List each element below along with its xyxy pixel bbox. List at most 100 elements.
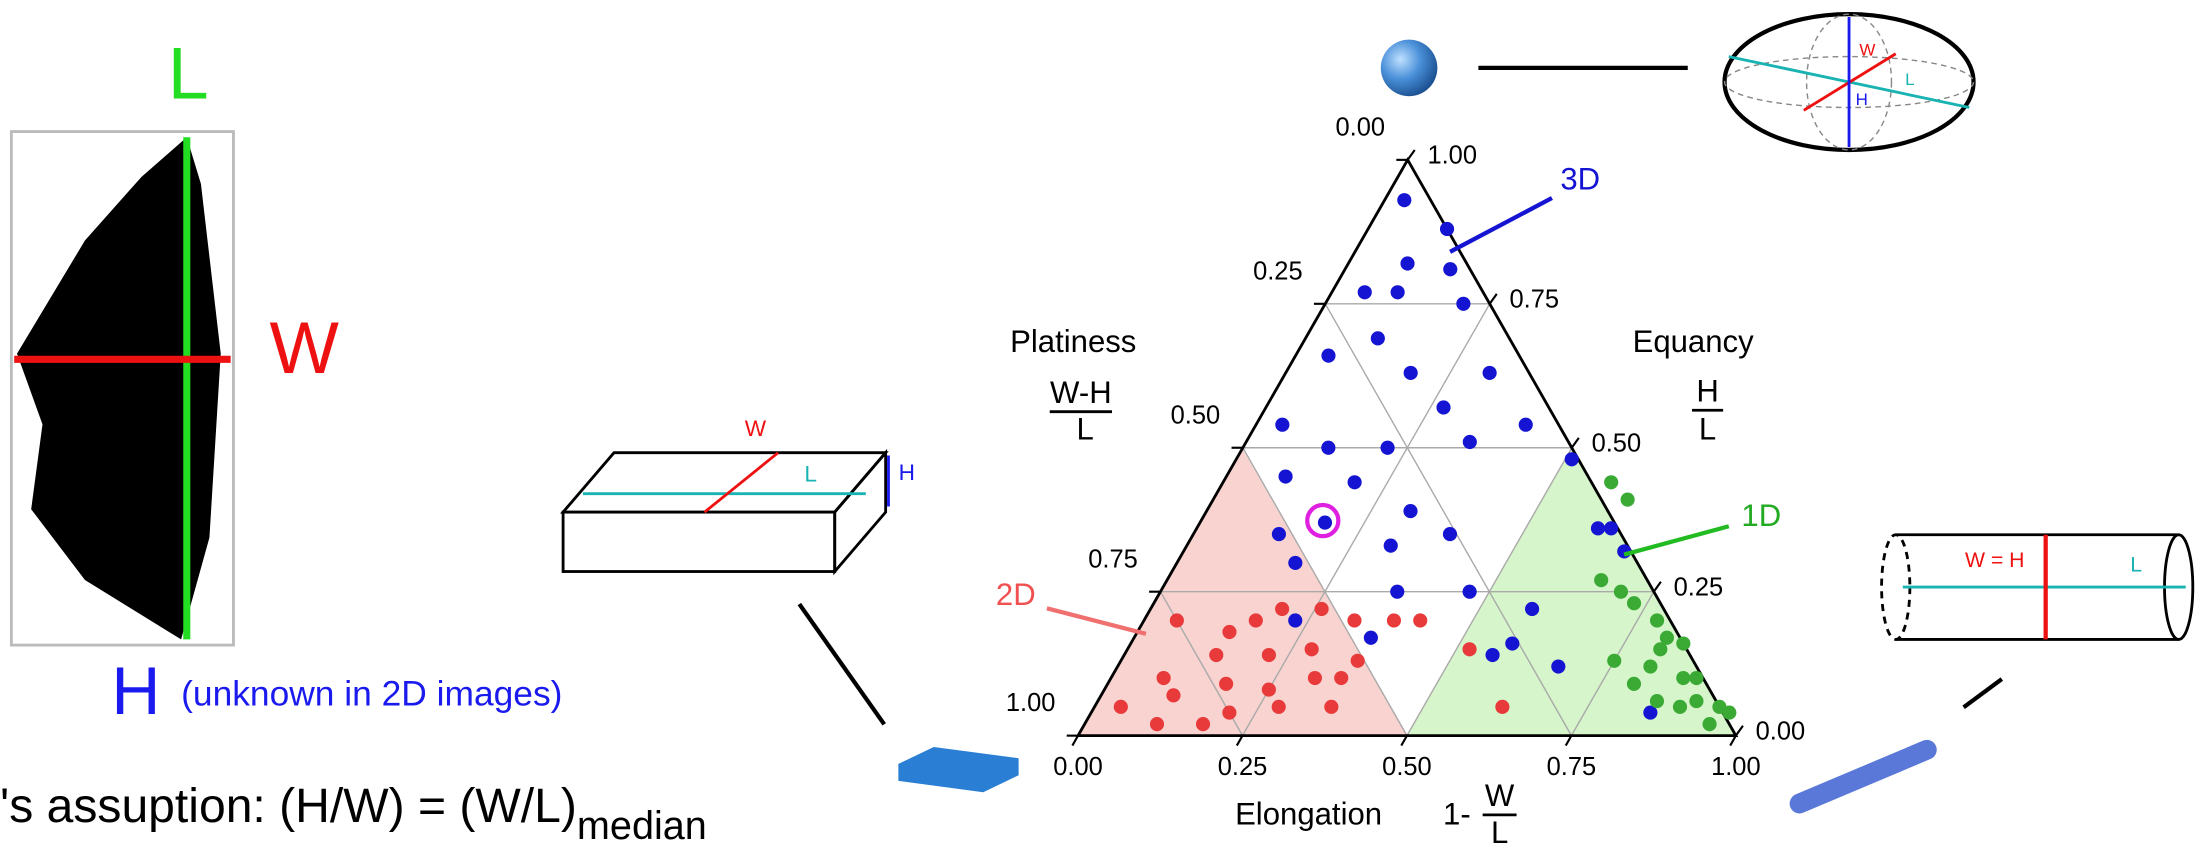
left-tick-label: 0.75 — [1088, 545, 1138, 573]
data-point — [1334, 671, 1348, 685]
tick-mark — [1401, 736, 1407, 746]
data-point — [1463, 435, 1477, 449]
data-point — [1390, 585, 1404, 599]
figure: L W H (unknown in 2D images) 's assuptio… — [0, 0, 2207, 844]
data-point — [1650, 694, 1664, 708]
left-axis-title: Platiness — [1010, 324, 1136, 359]
right-tick-label: 0.50 — [1592, 430, 1642, 458]
data-point — [1249, 613, 1263, 627]
data-point — [1519, 418, 1533, 432]
data-point — [1219, 677, 1233, 691]
tick-mark — [1566, 736, 1572, 746]
data-point — [1222, 625, 1236, 639]
width-label: W — [269, 306, 339, 389]
data-point — [1371, 331, 1385, 345]
data-point — [1676, 636, 1690, 650]
right-axis-numerator: H — [1696, 374, 1718, 409]
data-point — [1689, 694, 1703, 708]
tick-mark — [1730, 736, 1736, 746]
data-point — [1404, 366, 1418, 380]
height-label: H — [111, 654, 160, 729]
left-tick-label: 0.00 — [1335, 113, 1385, 141]
connector — [799, 604, 884, 724]
data-point — [1288, 556, 1302, 570]
plate-icon — [898, 747, 1018, 792]
data-point — [1443, 262, 1457, 276]
data-point — [1348, 475, 1362, 489]
data-point — [1505, 636, 1519, 650]
box-top — [563, 453, 886, 512]
data-point — [1436, 400, 1450, 414]
data-point — [1400, 256, 1414, 270]
data-point — [1403, 504, 1417, 518]
left-tick-label: 1.00 — [1006, 689, 1056, 717]
data-point — [1380, 441, 1394, 455]
series-label: 1D — [1741, 498, 1781, 533]
x-tick-label: 0.50 — [1382, 753, 1432, 781]
left-tick-label: 0.25 — [1253, 257, 1303, 285]
data-point — [1321, 349, 1335, 363]
cylinder-diagram — [1882, 535, 2193, 708]
data-point — [1483, 366, 1497, 380]
bottom-axis-title: Elongation — [1235, 796, 1382, 831]
grain-panel: L W H (unknown in 2D images) 's assuptio… — [0, 32, 707, 844]
data-point — [1673, 700, 1687, 714]
data-point — [1440, 222, 1454, 236]
data-point — [1594, 573, 1608, 587]
length-label: L — [168, 32, 209, 115]
data-point — [1114, 700, 1128, 714]
data-point — [1689, 671, 1703, 685]
data-point — [1262, 682, 1276, 696]
data-point — [1308, 671, 1322, 685]
box-width — [705, 453, 779, 512]
data-point — [1358, 285, 1372, 299]
connector — [1964, 679, 2002, 707]
tick-mark — [1408, 150, 1415, 160]
tick-mark — [1490, 294, 1497, 304]
data-point — [1413, 613, 1427, 627]
data-point — [1384, 539, 1398, 553]
data-point — [1157, 671, 1171, 685]
data-point — [1397, 193, 1411, 207]
data-point — [1351, 654, 1365, 668]
bottom-axis-numerator: W — [1485, 778, 1515, 813]
ellipsoid-diagram — [1725, 14, 1974, 150]
right-axis-denominator: L — [1699, 412, 1716, 447]
data-point — [1565, 452, 1579, 466]
data-point — [1627, 596, 1641, 610]
data-point — [1166, 688, 1180, 702]
annotation-line — [1047, 608, 1146, 633]
data-point — [1391, 285, 1405, 299]
tick-mark — [1572, 438, 1579, 448]
plate-height-label: H — [899, 460, 915, 485]
series-label: 2D — [996, 577, 1036, 612]
x-tick-label: 0.25 — [1218, 753, 1268, 781]
data-point — [1462, 642, 1476, 656]
data-point — [1347, 613, 1361, 627]
data-point — [1485, 648, 1499, 662]
tick-mark — [1736, 726, 1743, 736]
cylinder-diameter-label: W = H — [1965, 549, 2025, 572]
box-side — [835, 453, 886, 572]
data-point — [1387, 613, 1401, 627]
data-point — [1456, 297, 1470, 311]
bottom-axis-denominator: L — [1491, 815, 1508, 844]
data-point — [1591, 521, 1605, 535]
assumption: 's assuption: (H/W) = (W/L)median — [0, 779, 707, 844]
rod-icon — [1800, 750, 1927, 804]
left-tick-label: 0.50 — [1171, 401, 1221, 429]
data-point — [1463, 585, 1477, 599]
data-point — [1660, 631, 1674, 645]
right-tick-label: 0.75 — [1510, 286, 1560, 314]
data-point — [1643, 659, 1657, 673]
data-point — [1196, 717, 1210, 731]
data-point — [1676, 671, 1690, 685]
data-point — [1627, 677, 1641, 691]
assumption-text: 's assuption: (H/W) = (W/L) — [0, 779, 577, 833]
data-point — [1621, 492, 1635, 506]
tick-mark — [1654, 582, 1661, 592]
data-point — [1324, 700, 1338, 714]
data-point — [1272, 527, 1286, 541]
data-point — [1222, 706, 1236, 720]
data-point — [1614, 585, 1628, 599]
